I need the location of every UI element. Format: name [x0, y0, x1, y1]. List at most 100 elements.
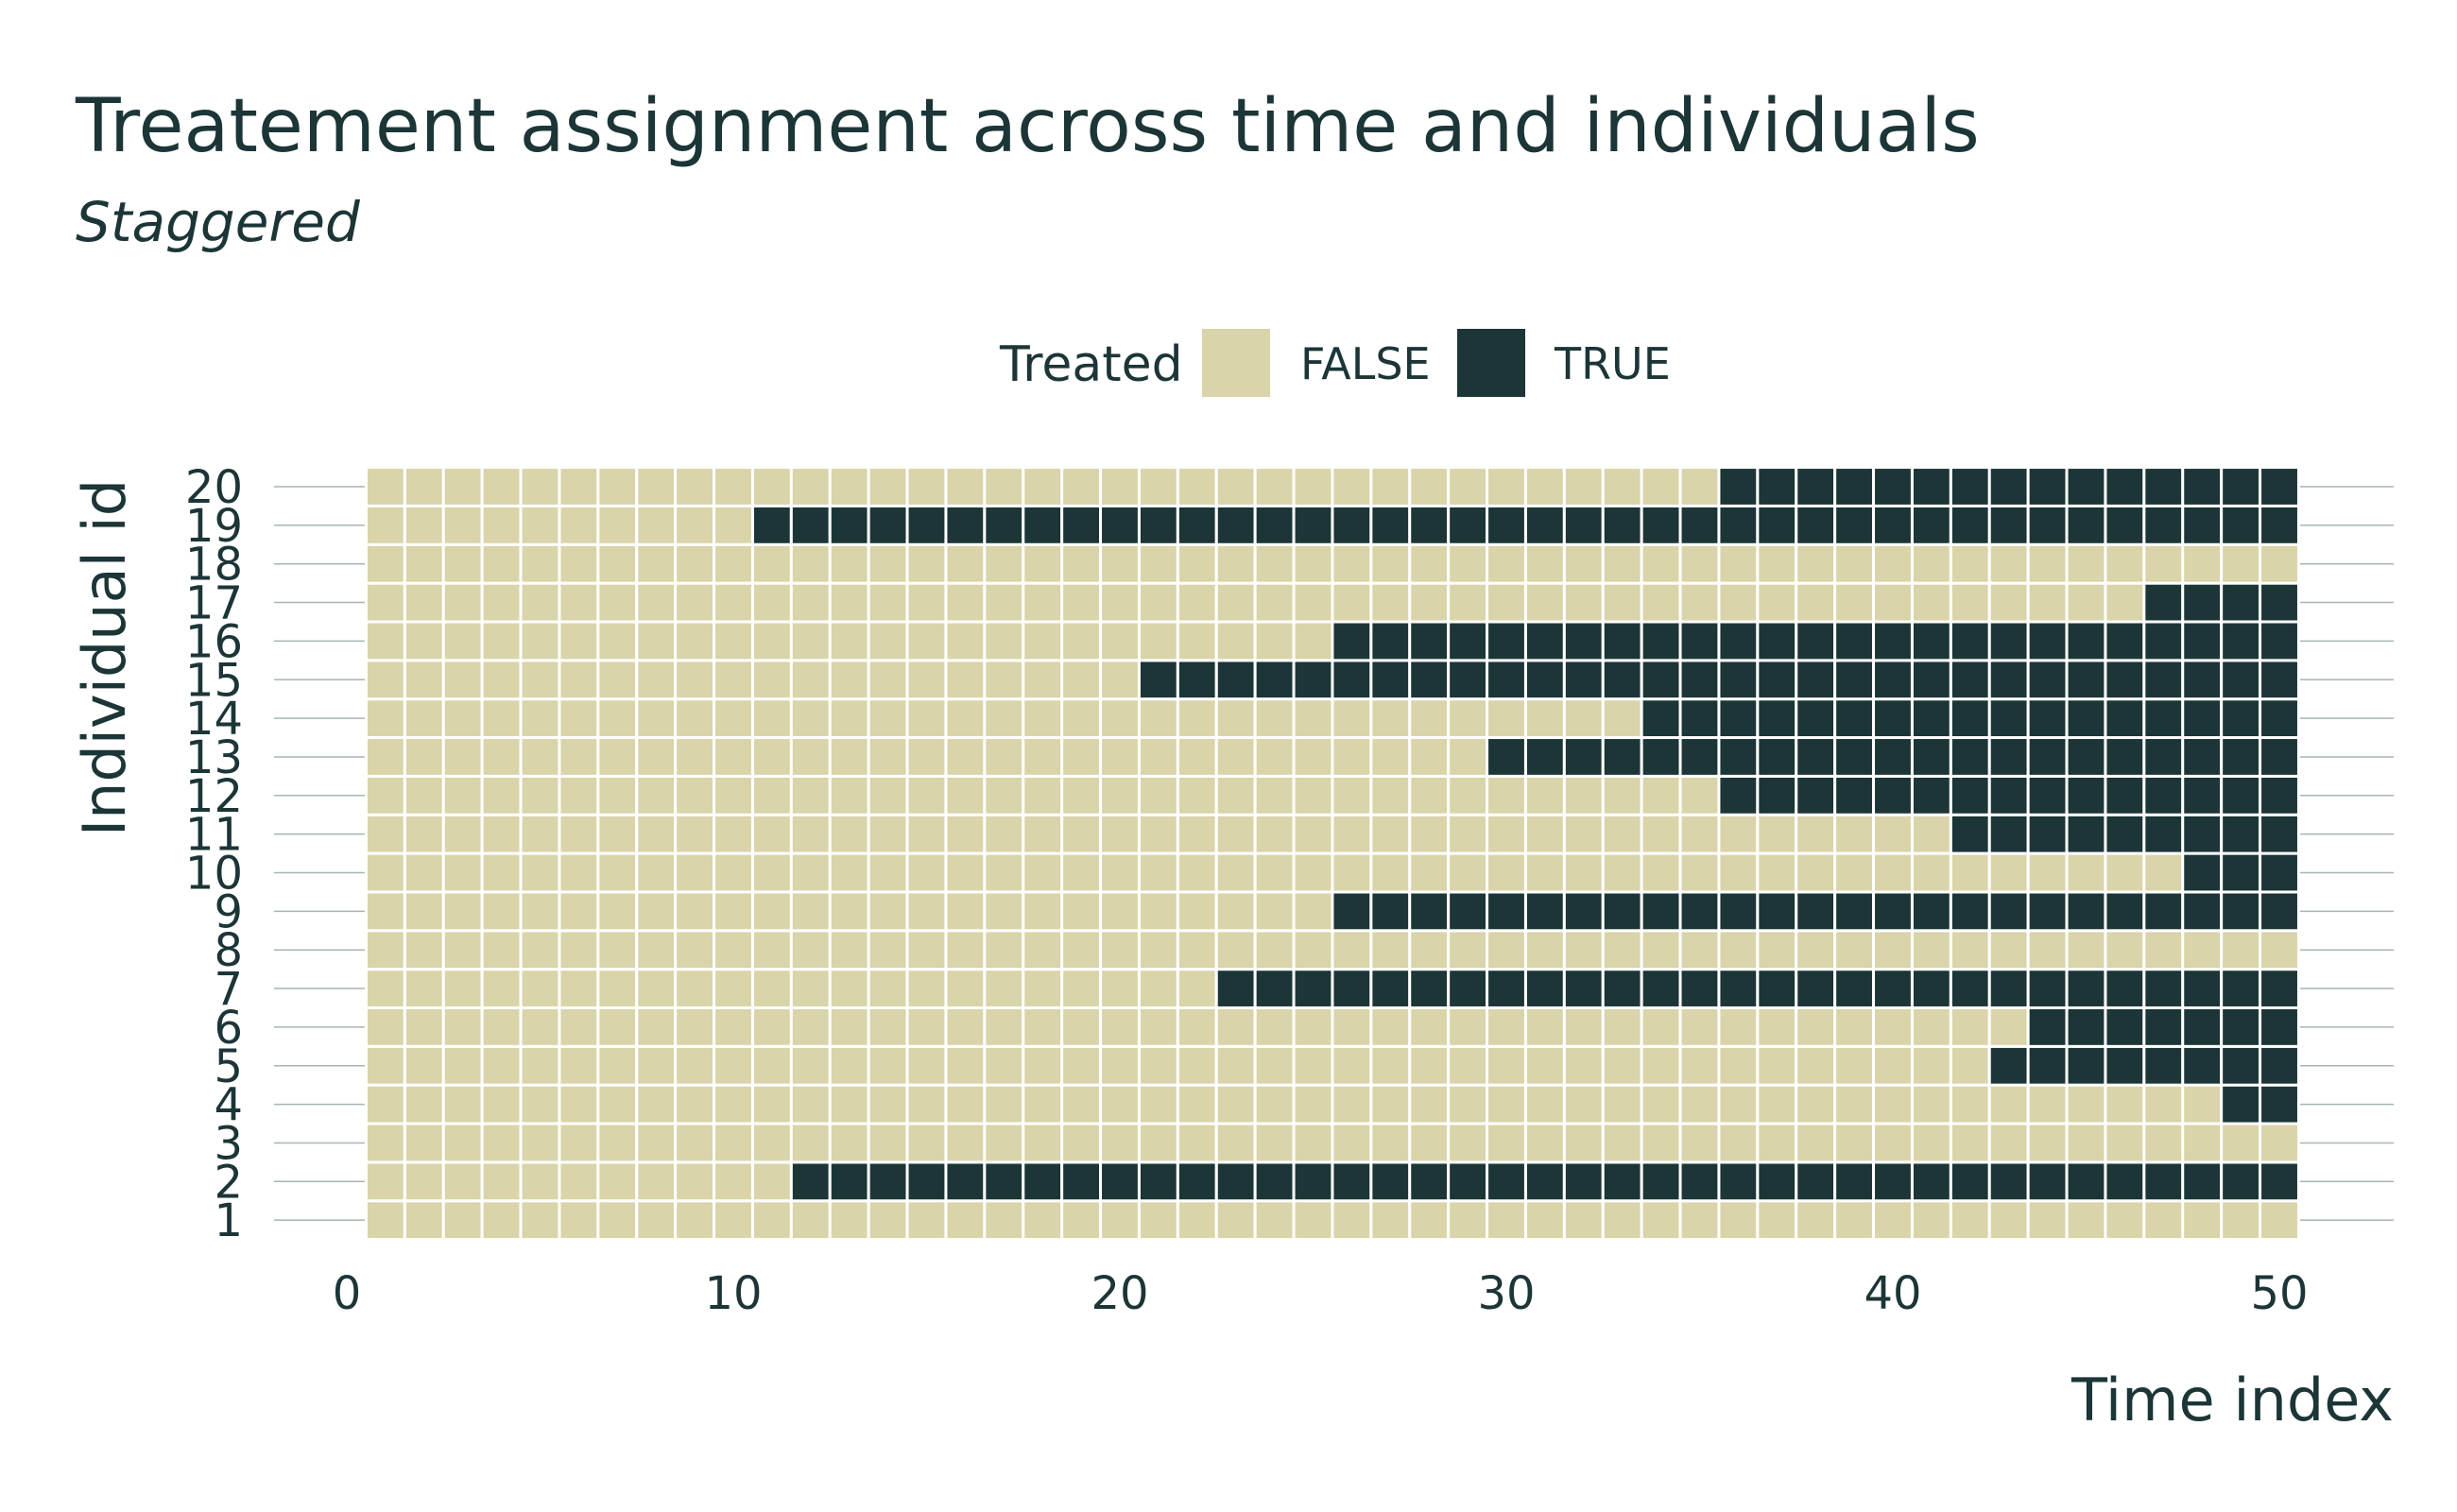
tile-id13-t44	[2026, 736, 2069, 778]
tile-id6-t1	[364, 1005, 406, 1048]
tile-id15-t10	[713, 659, 754, 701]
tile-id19-t48	[2181, 504, 2224, 546]
tile-id1-t39	[1833, 1199, 1876, 1242]
tile-id18-t9	[674, 542, 716, 585]
tile-id11-t2	[403, 813, 445, 855]
tile-id1-t45	[2065, 1199, 2107, 1242]
tile-id8-t11	[750, 929, 793, 971]
tile-id3-t31	[1523, 1122, 1566, 1164]
tile-id10-t41	[1910, 851, 1952, 894]
tile-id15-t29	[1447, 659, 1489, 701]
tile-id9-t49	[2220, 890, 2262, 933]
x-tick-label-30: 30	[1477, 1267, 1535, 1320]
tile-id7-t9	[674, 968, 716, 1009]
tile-id9-t50	[2259, 890, 2300, 933]
tile-id6-t30	[1486, 1005, 1527, 1048]
tile-id14-t21	[1137, 697, 1179, 740]
tile-id3-t28	[1408, 1122, 1451, 1164]
tile-id12-t27	[1369, 774, 1412, 816]
tile-id17-t37	[1756, 581, 1798, 624]
tile-id14-t44	[2026, 697, 2069, 740]
tile-id17-t35	[1678, 581, 1721, 624]
tile-id1-t11	[750, 1199, 793, 1242]
tile-id14-t7	[596, 697, 639, 740]
tile-id18-t22	[1176, 542, 1218, 585]
tile-id20-t9	[674, 466, 716, 507]
tile-id20-t22	[1176, 466, 1218, 507]
tile-id13-t9	[674, 736, 716, 778]
tile-id15-t43	[1987, 659, 2030, 701]
tile-id12-t43	[1987, 774, 2030, 816]
tile-id5-t11	[750, 1044, 793, 1087]
tile-id1-t36	[1717, 1199, 1760, 1242]
tile-id2-t22	[1176, 1160, 1218, 1203]
tile-id18-t36	[1717, 542, 1760, 585]
tile-id7-t24	[1253, 968, 1296, 1009]
tile-id15-t6	[558, 659, 600, 701]
tile-id9-t27	[1369, 890, 1412, 933]
tile-id8-t40	[1872, 929, 1914, 971]
tile-id19-t30	[1486, 504, 1527, 546]
tile-id16-t13	[828, 620, 870, 662]
tile-id18-t8	[635, 542, 678, 585]
tile-id9-t34	[1640, 890, 1682, 933]
tile-id11-t24	[1253, 813, 1296, 855]
tile-id13-t50	[2259, 736, 2300, 778]
tile-id5-t38	[1795, 1044, 1837, 1087]
tile-id11-t21	[1137, 813, 1179, 855]
tile-id9-t6	[558, 890, 600, 933]
tile-id13-t27	[1369, 736, 1412, 778]
tile-id19-t41	[1910, 504, 1952, 546]
tile-id4-t30	[1486, 1083, 1527, 1125]
tile-id9-t26	[1331, 890, 1373, 933]
tile-id5-t23	[1214, 1044, 1257, 1087]
tile-id18-t37	[1756, 542, 1798, 585]
tile-id13-t35	[1678, 736, 1721, 778]
tile-id20-t29	[1447, 466, 1489, 507]
tile-id14-t22	[1176, 697, 1218, 740]
tile-id13-t32	[1562, 736, 1605, 778]
tile-id17-t7	[596, 581, 639, 624]
tile-id5-t20	[1099, 1044, 1141, 1087]
tile-id14-t25	[1292, 697, 1334, 740]
tile-id8-t38	[1795, 929, 1837, 971]
tile-id2-t1	[364, 1160, 406, 1203]
tile-id20-t38	[1795, 466, 1837, 507]
tile-id9-t10	[713, 890, 754, 933]
tile-id14-t47	[2142, 697, 2185, 740]
tile-id17-t28	[1408, 581, 1451, 624]
tile-id13-t47	[2142, 736, 2185, 778]
tile-id16-t48	[2181, 620, 2224, 662]
tile-id12-t5	[519, 774, 561, 816]
tile-id12-t44	[2026, 774, 2069, 816]
tile-id10-t36	[1717, 851, 1760, 894]
tile-id15-t49	[2220, 659, 2262, 701]
tile-id3-t35	[1678, 1122, 1721, 1164]
tile-id4-t8	[635, 1083, 678, 1125]
tile-id9-t21	[1137, 890, 1179, 933]
tile-id4-t39	[1833, 1083, 1876, 1125]
tile-id3-t47	[2142, 1122, 2185, 1164]
tile-id17-t29	[1447, 581, 1489, 624]
tile-id4-t29	[1447, 1083, 1489, 1125]
tile-id2-t17	[983, 1160, 1025, 1203]
tile-id2-t5	[519, 1160, 561, 1203]
tile-id10-t12	[789, 851, 832, 894]
tile-id19-t32	[1562, 504, 1605, 546]
tile-id8-t19	[1060, 929, 1103, 971]
tile-id4-t22	[1176, 1083, 1218, 1125]
tile-id19-t27	[1369, 504, 1412, 546]
tile-id15-t16	[944, 659, 987, 701]
y-tick-label-5: 5	[214, 1040, 243, 1093]
tile-id20-t1	[364, 466, 406, 507]
tile-id19-t3	[441, 504, 484, 546]
tile-id5-t49	[2220, 1044, 2262, 1087]
tile-id10-t29	[1447, 851, 1489, 894]
tile-id12-t31	[1523, 774, 1566, 816]
tile-id5-t16	[944, 1044, 987, 1087]
tile-id1-t4	[480, 1199, 523, 1242]
tile-id17-t41	[1910, 581, 1952, 624]
tile-id18-t46	[2104, 542, 2146, 585]
tile-id13-t36	[1717, 736, 1760, 778]
